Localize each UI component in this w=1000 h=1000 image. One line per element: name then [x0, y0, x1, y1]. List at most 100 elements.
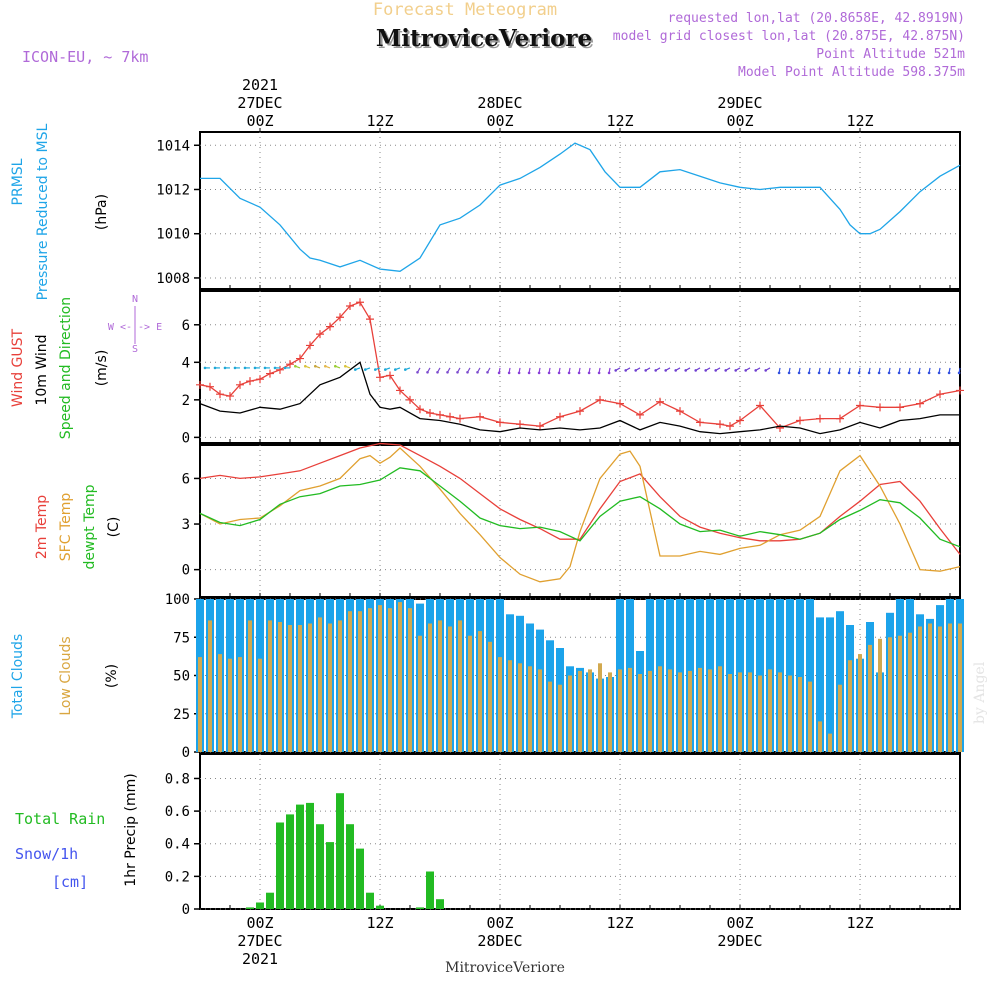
low-cloud-bar	[648, 670, 652, 752]
wind-arrow-head	[273, 366, 277, 370]
low-cloud-bar	[788, 675, 792, 752]
wind-arrow-head	[404, 368, 407, 371]
gust-marker	[556, 412, 564, 421]
pressure-label-prmsl: PRMSL	[10, 158, 26, 205]
low-cloud-bar	[568, 675, 572, 752]
low-cloud-bar	[798, 677, 802, 752]
precip-bar	[306, 802, 314, 909]
series-10m-wind	[199, 361, 960, 435]
gust-marker	[936, 390, 944, 399]
wind-arrow-head	[797, 371, 801, 375]
bottom-axis-label: 12Z	[606, 914, 633, 932]
clouds-panel: 0 25 50 75 100	[165, 592, 964, 761]
model-altitude: Model Point Altitude 598.375m	[738, 65, 965, 80]
total-cloud-bar	[796, 599, 804, 752]
gust-marker	[436, 410, 444, 419]
gust-marker	[476, 412, 484, 421]
wind-label-speed: Speed and Direction	[58, 297, 74, 439]
precip-bar	[416, 907, 424, 909]
low-cloud-bar	[488, 641, 492, 752]
wind-arrow-head	[907, 371, 911, 375]
total-cloud-bar	[806, 599, 814, 752]
wind-arrow-head	[654, 369, 657, 372]
closest-coords: model grid closest lon,lat (20.875E, 42.…	[613, 29, 965, 44]
low-cloud-bar	[538, 669, 542, 752]
low-cloud-bar	[508, 660, 512, 752]
low-cloud-bar	[658, 666, 662, 752]
low-cloud-bar	[758, 675, 762, 752]
precip-bar	[346, 824, 354, 909]
temp-label-dewpt: dewpt Temp	[82, 484, 98, 569]
requested-coords: requested lon,lat (20.8658E, 42.8919N)	[668, 11, 965, 26]
y-tick-label: 25	[173, 707, 190, 723]
wind-arrow-head	[426, 371, 429, 374]
low-cloud-bar	[698, 667, 702, 752]
y-tick-label: 0.6	[165, 804, 190, 820]
wind-arrow-head	[887, 371, 891, 375]
series-prmsl	[200, 142, 961, 272]
wind-arrow-head	[664, 369, 667, 372]
gust-marker	[816, 414, 824, 423]
low-cloud-bar	[368, 608, 372, 752]
top-axis-label: 29DEC	[717, 94, 762, 112]
low-cloud-bar	[418, 635, 422, 752]
gust-marker	[956, 386, 964, 395]
temperature-panel: 0 3 6	[182, 442, 961, 598]
wind-arrow-head	[877, 371, 881, 375]
wind-arrow-head	[567, 371, 571, 375]
precip-bar	[336, 793, 344, 909]
total-cloud-bar	[816, 617, 824, 752]
low-cloud-bar	[588, 669, 592, 752]
top-axis-label: 12Z	[366, 112, 393, 130]
precip-bar	[276, 822, 284, 909]
precip-bar	[326, 842, 334, 909]
gust-marker	[316, 330, 324, 339]
y-tick-label: 100	[165, 592, 190, 608]
low-cloud-bar	[818, 721, 822, 752]
low-cloud-bar	[908, 632, 912, 752]
wind-arrow-head	[957, 371, 961, 375]
gust-marker	[756, 401, 764, 410]
wind-arrow-head	[304, 364, 307, 368]
low-cloud-bar	[688, 670, 692, 752]
low-cloud-bar	[858, 654, 862, 752]
low-cloud-bar	[448, 626, 452, 752]
gust-marker	[226, 392, 234, 401]
precip-bar	[426, 871, 434, 909]
series-2m-temp	[199, 442, 961, 555]
low-cloud-bar	[518, 663, 522, 752]
y-tick-label: 0	[182, 430, 190, 446]
low-cloud-bar	[348, 611, 352, 752]
wind-arrow-head	[476, 371, 479, 374]
y-tick-label: 4	[182, 355, 190, 371]
bottom-axis-label: 12Z	[846, 914, 873, 932]
low-cloud-bar	[428, 623, 432, 752]
wind-arrow-head	[537, 371, 541, 375]
gust-marker	[636, 410, 644, 419]
wind-arrow-head	[807, 371, 811, 375]
low-cloud-bar	[628, 667, 632, 752]
y-tick-label: 2	[182, 393, 190, 409]
precip-bar	[246, 907, 254, 909]
low-cloud-bar	[778, 672, 782, 752]
gust-marker	[876, 403, 884, 412]
pressure-label-desc: Pressure Reduced to MSL	[35, 123, 51, 300]
wind-arrow-head	[557, 371, 561, 375]
series-sfc-temp	[199, 447, 961, 583]
top-axis-label: 28DEC	[477, 94, 522, 112]
gust-marker	[246, 377, 254, 386]
gust-marker	[416, 405, 424, 414]
low-cloud-bar	[378, 605, 382, 752]
y-tick-label: 50	[173, 669, 190, 685]
gust-marker	[856, 401, 864, 410]
wind-arrow-head	[294, 364, 297, 368]
low-cloud-bar	[258, 658, 262, 752]
precip-legend-0: Total Rain	[15, 810, 105, 828]
gust-marker	[336, 313, 344, 322]
wind-arrow-head	[587, 371, 591, 375]
wind-arrow-head	[253, 366, 257, 370]
wind-arrow-head	[213, 366, 217, 370]
gust-marker	[496, 418, 504, 427]
